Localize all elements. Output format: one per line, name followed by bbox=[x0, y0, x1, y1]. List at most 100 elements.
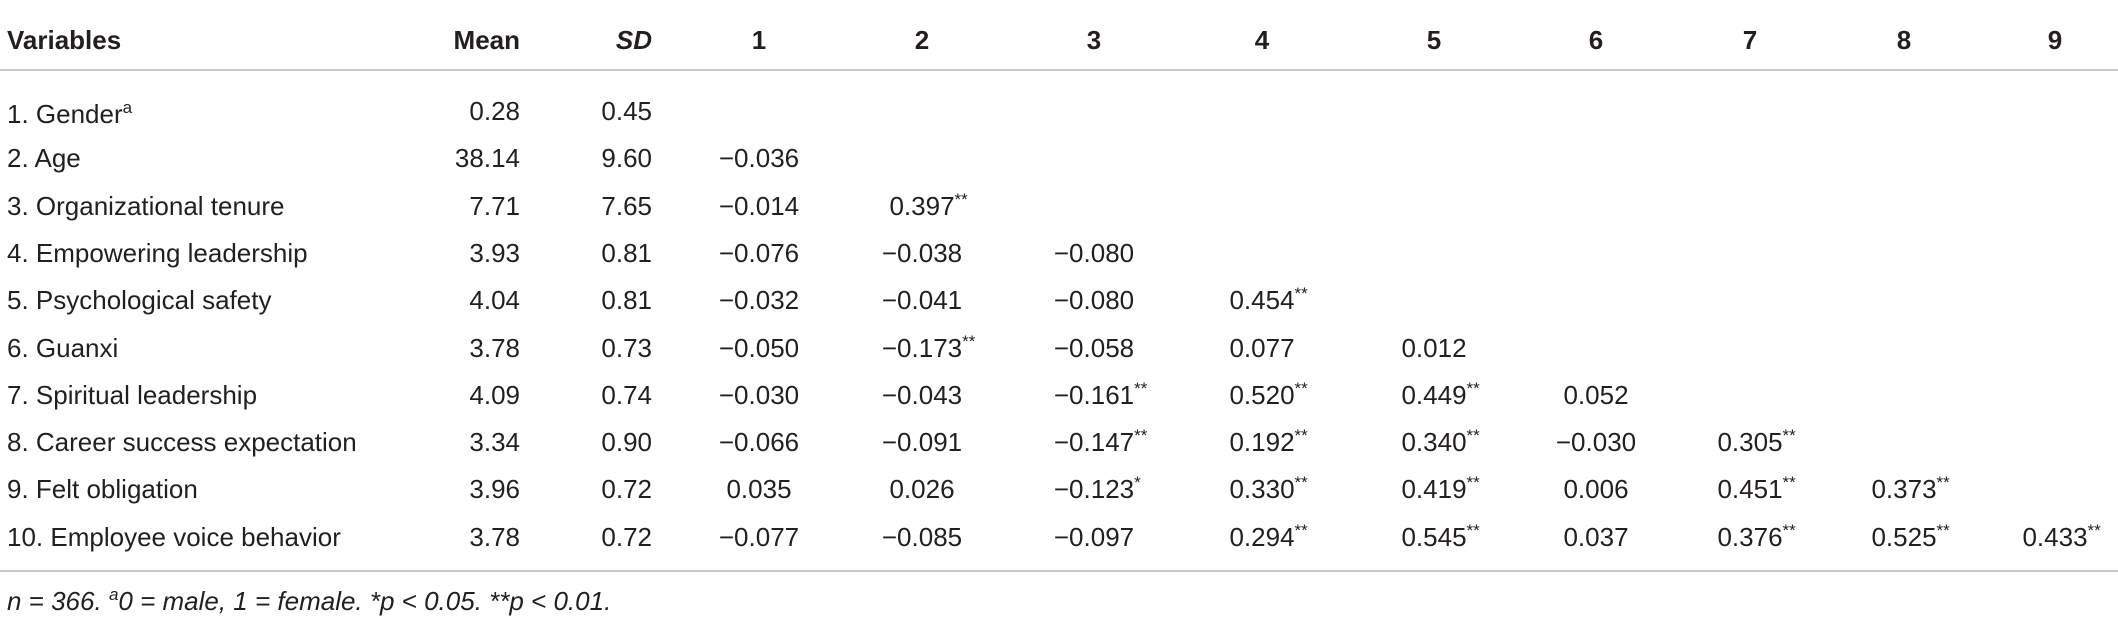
column-header: 1 bbox=[751, 25, 767, 55]
correlation-cell: −0.050 bbox=[719, 333, 799, 363]
sd-cell: 0.72 bbox=[601, 474, 652, 505]
correlation-value: 0.012 bbox=[1401, 332, 1467, 363]
significance: ** bbox=[954, 189, 968, 209]
correlation-value: −0.066 bbox=[718, 427, 800, 458]
correlation-wrap: 0.373 ** bbox=[1871, 473, 1949, 505]
mean-cell: 3.34 bbox=[469, 427, 520, 458]
correlation-wrap: 0.449 ** bbox=[1401, 379, 1479, 410]
correlation-wrap: −0.041 bbox=[882, 285, 962, 315]
mean-cell: 3.93 bbox=[469, 237, 520, 268]
significance: ** bbox=[1294, 473, 1308, 493]
correlation-value: −0.041 bbox=[881, 285, 963, 316]
row-label: 1. Gendera bbox=[7, 93, 132, 129]
correlation-wrap: 0.077 bbox=[1229, 333, 1294, 363]
row-label-sup: a bbox=[122, 98, 133, 118]
correlation-cell: 0.026 bbox=[889, 474, 954, 504]
correlation-wrap: −0.036 bbox=[719, 143, 799, 173]
correlation-value: 0.419 bbox=[1401, 474, 1467, 505]
row-label: 7. Spiritual leadership bbox=[7, 380, 257, 410]
correlation-wrap: −0.123 * bbox=[1054, 473, 1141, 504]
correlation-wrap: −0.038 bbox=[882, 238, 962, 268]
correlation-wrap: 0.419 ** bbox=[1401, 473, 1479, 505]
correlation-wrap: 0.376 ** bbox=[1717, 521, 1795, 552]
correlation-value: 0.376 bbox=[1717, 521, 1783, 552]
correlation-value: −0.043 bbox=[881, 379, 963, 410]
correlation-wrap: −0.043 bbox=[882, 380, 962, 410]
significance: ** bbox=[1294, 378, 1308, 398]
mean-cell: 4.09 bbox=[469, 379, 520, 410]
correlation-value: −0.097 bbox=[1053, 521, 1135, 552]
sd-cell: 7.65 bbox=[601, 190, 652, 221]
correlation-cell: 0.433 ** bbox=[2022, 521, 2100, 552]
correlation-wrap: −0.014 bbox=[719, 191, 799, 221]
correlation-cell: 0.454 ** bbox=[1229, 284, 1307, 315]
mean-cell: 0.28 bbox=[469, 96, 520, 126]
correlation-value: 0.305 bbox=[1717, 427, 1783, 458]
significance: ** bbox=[1134, 426, 1148, 446]
correlation-wrap: 0.340 ** bbox=[1401, 426, 1479, 457]
correlation-wrap: −0.091 bbox=[882, 427, 962, 457]
sd-cell: 0.90 bbox=[601, 427, 652, 458]
correlation-cell: 0.376 ** bbox=[1717, 521, 1795, 552]
column-header: 8 bbox=[1896, 25, 1912, 55]
correlation-value: 0.035 bbox=[726, 474, 792, 505]
correlation-cell: 0.545 ** bbox=[1401, 521, 1479, 552]
correlation-cell: 0.077 bbox=[1229, 333, 1294, 363]
correlation-cell: −0.058 bbox=[1054, 333, 1134, 363]
sd-cell: 0.45 bbox=[601, 96, 652, 126]
row-label: 10. Employee voice behavior bbox=[7, 522, 341, 552]
significance: ** bbox=[1294, 426, 1308, 446]
correlation-wrap: −0.080 bbox=[1054, 285, 1134, 315]
row-label: 2. Age bbox=[7, 143, 81, 173]
significance: ** bbox=[1134, 378, 1148, 398]
correlation-cell: −0.043 bbox=[882, 380, 962, 410]
correlation-wrap: −0.147 ** bbox=[1053, 426, 1147, 458]
row-label-text: 7. Spiritual leadership bbox=[7, 379, 258, 410]
correlation-cell: 0.305 ** bbox=[1717, 426, 1795, 458]
correlation-value: −0.091 bbox=[881, 427, 963, 458]
correlation-value: 0.052 bbox=[1563, 379, 1629, 410]
row-label: 6. Guanxi bbox=[7, 333, 118, 363]
correlation-value: −0.076 bbox=[718, 237, 800, 268]
correlation-value: 0.449 bbox=[1401, 379, 1467, 410]
significance: ** bbox=[1294, 520, 1308, 540]
correlation-value: −0.147 bbox=[1053, 427, 1135, 458]
sd-cell: 0.73 bbox=[601, 332, 652, 363]
correlation-value: 0.545 bbox=[1401, 521, 1467, 552]
correlation-cell: −0.076 bbox=[719, 238, 799, 268]
significance: ** bbox=[1782, 520, 1796, 540]
correlation-value: 0.451 bbox=[1717, 474, 1783, 505]
significance: ** bbox=[962, 331, 976, 351]
significance: ** bbox=[1782, 426, 1796, 446]
column-header: 2 bbox=[914, 25, 930, 55]
correlation-cell: 0.520 ** bbox=[1229, 379, 1307, 410]
mean-cell: 7.71 bbox=[469, 190, 520, 221]
correlation-value: −0.014 bbox=[718, 190, 800, 221]
correlation-cell: −0.014 bbox=[719, 191, 799, 221]
significance: ** bbox=[1294, 284, 1308, 304]
correlation-value: −0.030 bbox=[1555, 427, 1637, 458]
correlation-value: 0.433 bbox=[2022, 521, 2088, 552]
row-label-text: 6. Guanxi bbox=[7, 332, 119, 363]
correlation-wrap: 0.330 ** bbox=[1229, 473, 1307, 504]
correlation-value: −0.032 bbox=[718, 285, 800, 316]
significance: ** bbox=[1466, 473, 1480, 493]
correlation-value: 0.294 bbox=[1229, 521, 1295, 552]
significance: ** bbox=[1782, 473, 1796, 493]
significance: * bbox=[1134, 473, 1141, 493]
bottom-rule bbox=[0, 570, 2118, 572]
correlation-wrap: 0.035 bbox=[726, 474, 791, 504]
correlation-wrap: 0.520 ** bbox=[1229, 379, 1307, 410]
header-rule bbox=[0, 69, 2118, 71]
correlation-value: 0.520 bbox=[1229, 379, 1295, 410]
correlation-value: −0.161 bbox=[1053, 379, 1135, 410]
correlation-cell: 0.192 ** bbox=[1229, 426, 1307, 457]
correlation-cell: −0.080 bbox=[1054, 238, 1134, 268]
correlation-cell: −0.173 ** bbox=[882, 332, 975, 363]
correlation-value: 0.373 bbox=[1871, 474, 1937, 505]
correlation-value: −0.085 bbox=[881, 521, 963, 552]
correlation-cell: 0.012 bbox=[1401, 333, 1466, 363]
row-label-text: 2. Age bbox=[7, 143, 81, 174]
column-header: Variables bbox=[7, 25, 122, 55]
row-label: 5. Psychological safety bbox=[7, 285, 271, 315]
